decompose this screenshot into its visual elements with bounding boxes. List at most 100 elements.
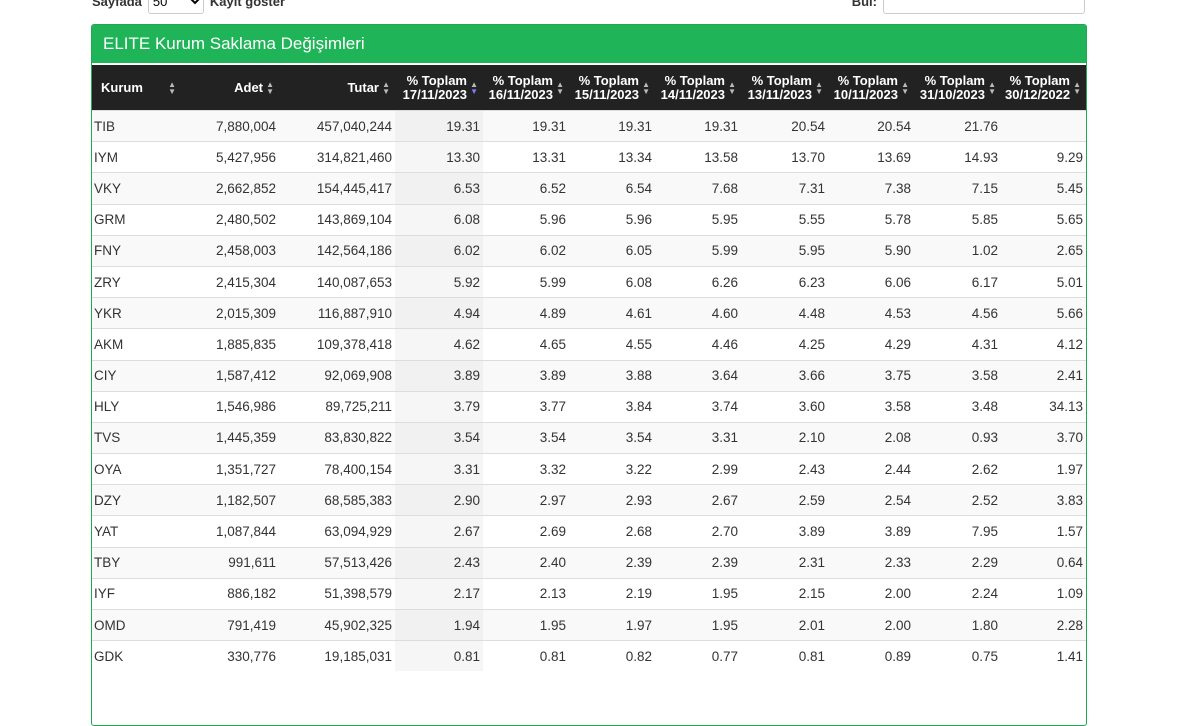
header-text: 13/11/2023 — [747, 86, 812, 102]
table-cell: 2,662,852 — [181, 172, 279, 205]
column-header[interactable]: Tutar ▲ ▼ — [279, 65, 395, 111]
table-cell: CIY — [92, 359, 181, 392]
column-header[interactable]: % Toplam 30/12/2022 ▲ ▼ — [1001, 65, 1086, 111]
column-header[interactable]: % Toplam 13/11/2023 ▲ ▼ — [741, 65, 828, 111]
length-select[interactable]: 50 — [147, 0, 204, 14]
table-cell: 2.33 — [828, 546, 914, 579]
table-cell: YKR — [92, 297, 181, 329]
table-cell: GDK — [92, 640, 181, 672]
table-cell: 20.54 — [828, 109, 914, 142]
table-cell: 0.81 — [741, 640, 828, 672]
sort-icon: ▲ ▼ — [901, 79, 909, 96]
table-body: TIB 7,880,004 457,040,244 19.31 19.31 19.31 19… — [92, 109, 1086, 672]
table-row: AKM 1,885,835 109,378,418 4.62 4.65 4.55 4.46 4… — [92, 328, 1086, 360]
header-text: % Toplam — [578, 72, 639, 88]
table-cell: 3.79 — [395, 390, 483, 423]
table-row: HLY 1,546,986 89,725,211 3.79 3.77 3.84 3.74 3.… — [92, 390, 1086, 423]
search-input[interactable] — [883, 0, 1085, 14]
table-cell: 1,182,507 — [181, 484, 279, 516]
table-cell: 1.95 — [483, 608, 569, 641]
table-cell: AKM — [92, 328, 181, 360]
header-text: % Toplam — [1009, 72, 1070, 88]
table-cell: 63,094,929 — [279, 515, 395, 548]
table-cell: 6.02 — [395, 234, 483, 267]
table-cell: 3.54 — [569, 421, 655, 454]
sort-icon: ▲ ▼ — [382, 79, 390, 96]
table-row: GDK 330,776 19,185,031 0.81 0.81 0.82 0.77 0.81… — [92, 640, 1086, 672]
table-cell: 7.15 — [914, 172, 1001, 205]
table-controls: Sayfada 50 Kayıt göster Bul: — [92, 0, 1085, 14]
header-row: Kurum ▲ ▼ Adet ▲ ▼ Tutar ▲ ▼% Toplam 17/11/2023 ▲ ▼… — [92, 65, 1086, 111]
header-text: 30/12/2022 — [1005, 86, 1071, 102]
header-text: % Toplam — [924, 72, 985, 88]
table-cell: 14.93 — [914, 141, 1001, 173]
table-cell: 2.19 — [569, 577, 655, 610]
column-header[interactable]: % Toplam 17/11/2023 ▲ ▼ — [395, 65, 483, 111]
table-cell: 4.29 — [828, 328, 914, 360]
table-cell: 4.89 — [483, 297, 569, 329]
table-cell: 2.68 — [569, 515, 655, 548]
table-cell: 791,419 — [181, 608, 279, 641]
table-cell: 6.05 — [569, 234, 655, 267]
table-cell: 5.95 — [655, 203, 741, 236]
header-text: % Toplam — [837, 72, 898, 88]
table-row: ZRY 2,415,304 140,087,653 5.92 5.99 6.08 6.26 6… — [92, 265, 1086, 298]
table-cell: 89,725,211 — [279, 390, 395, 423]
column-header[interactable]: Adet ▲ ▼ — [181, 65, 279, 111]
column-header[interactable]: % Toplam 10/11/2023 ▲ ▼ — [828, 65, 914, 111]
table-cell: 4.62 — [395, 328, 483, 360]
table-cell: IYM — [92, 141, 181, 173]
column-header[interactable]: % Toplam 16/11/2023 ▲ ▼ — [483, 65, 569, 111]
table-row: YKR 2,015,309 116,887,910 4.94 4.89 4.61 4.60 4… — [92, 297, 1086, 329]
table-cell: 2.70 — [655, 515, 741, 548]
table-cell: 2.67 — [395, 515, 483, 548]
table-cell: 6.08 — [569, 265, 655, 298]
table-cell: 3.58 — [914, 359, 1001, 392]
table-cell: 2,015,309 — [181, 297, 279, 329]
table-cell: 68,585,383 — [279, 484, 395, 516]
table-cell: 3.70 — [1001, 421, 1086, 454]
table-cell: 143,869,104 — [279, 203, 395, 236]
column-header[interactable]: % Toplam 31/10/2023 ▲ ▼ — [914, 65, 1001, 111]
table-cell: 2.39 — [569, 546, 655, 579]
table-cell: 4.55 — [569, 328, 655, 360]
table-cell: 6.53 — [395, 172, 483, 205]
table-cell: 83,830,822 — [279, 421, 395, 454]
header-text: 15/11/2023 — [574, 86, 639, 102]
table-cell: 3.89 — [741, 515, 828, 548]
column-header[interactable]: Kurum ▲ ▼ — [92, 65, 181, 111]
table-cell: 19,185,031 — [279, 640, 395, 672]
table-cell: 2.10 — [741, 421, 828, 454]
sort-icon: ▲ ▼ — [168, 79, 176, 96]
table-cell: 51,398,579 — [279, 577, 395, 610]
table-cell: 1,885,835 — [181, 328, 279, 360]
table-cell: 2.69 — [483, 515, 569, 548]
column-header[interactable]: % Toplam 14/11/2023 ▲ ▼ — [655, 65, 741, 111]
sort-icon: ▲ ▼ — [470, 79, 478, 96]
table-cell: 4.60 — [655, 297, 741, 329]
table-cell: 6.52 — [483, 172, 569, 205]
table-cell: 4.65 — [483, 328, 569, 360]
table-cell: 13.34 — [569, 141, 655, 173]
table-cell: 3.77 — [483, 390, 569, 423]
table-cell: 0.82 — [569, 640, 655, 672]
table-cell: 0.93 — [914, 421, 1001, 454]
table-cell: 13.30 — [395, 141, 483, 173]
header-text: % Toplam — [664, 72, 725, 88]
table-cell: 5.66 — [1001, 297, 1086, 329]
table-cell: 19.31 — [569, 109, 655, 142]
table-cell: 2.01 — [741, 608, 828, 641]
table-cell: 3.22 — [569, 453, 655, 485]
table-cell: 1.09 — [1001, 577, 1086, 610]
table-cell: 4.31 — [914, 328, 1001, 360]
sort-icon: ▲ ▼ — [988, 79, 996, 96]
sort-icon: ▲ ▼ — [266, 79, 274, 96]
table-row: TIB 7,880,004 457,040,244 19.31 19.31 19.31 19… — [92, 109, 1086, 142]
column-header[interactable]: % Toplam 15/11/2023 ▲ ▼ — [569, 65, 655, 111]
header-text: Tutar — [347, 79, 379, 95]
table-cell: 34.13 — [1001, 390, 1086, 423]
table-cell: 3.89 — [828, 515, 914, 548]
table-cell: 4.53 — [828, 297, 914, 329]
header-text: 10/11/2023 — [833, 86, 898, 102]
table-cell: DZY — [92, 484, 181, 516]
